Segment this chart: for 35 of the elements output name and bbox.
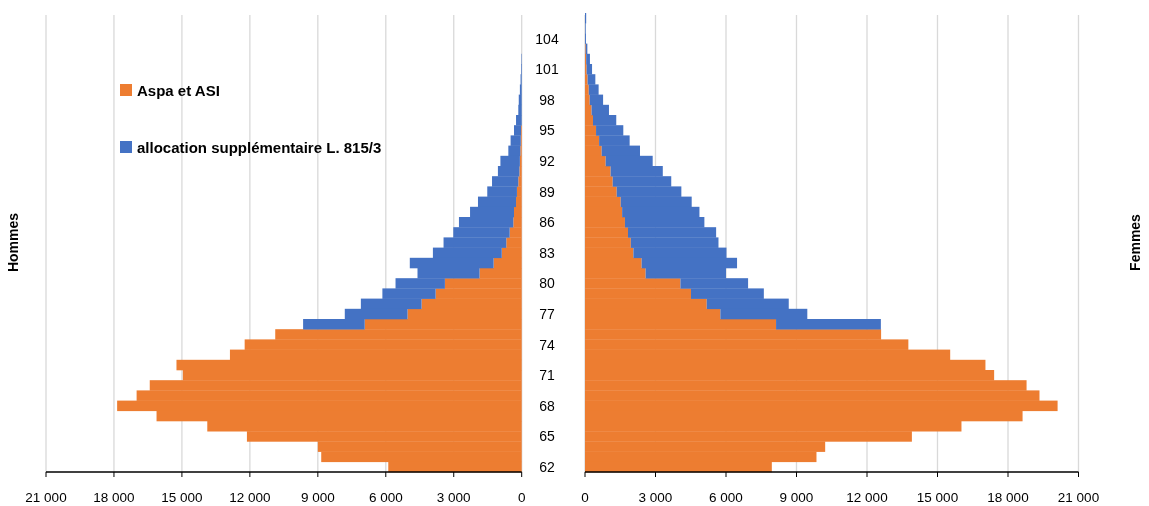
x-tick-label: 18 000: [93, 490, 135, 505]
x-tick-label: 12 000: [846, 490, 888, 505]
x-tick-label: 9 000: [300, 490, 335, 505]
x-tick-label: 15 000: [161, 490, 203, 505]
y-tick-label: 92: [539, 152, 555, 169]
x-tick-label: 21 000: [1057, 490, 1100, 505]
y-tick-label: 101: [535, 61, 559, 78]
x-tick-label: 3 000: [638, 490, 673, 505]
x-tick-label: 15 000: [916, 490, 959, 505]
x-tick-label: 6 000: [709, 490, 743, 505]
x-tick-label: 9 000: [779, 490, 814, 505]
y-tick-label: 77: [539, 305, 555, 322]
y-axis-title: Hommes: [5, 212, 21, 273]
y-tick-label: 104: [535, 30, 559, 47]
x-tick-label: 6 000: [368, 490, 403, 505]
y-tick-label: 71: [539, 367, 555, 384]
y-tick-label: 95: [539, 122, 555, 139]
y-tick-label: 62: [539, 458, 555, 475]
y-tick-label: 83: [539, 244, 555, 261]
y-tick-label: 80: [539, 275, 555, 292]
x-tick-label: 0: [517, 490, 526, 505]
y-tick-label: 74: [539, 336, 555, 353]
y-tick-label: 89: [539, 183, 555, 200]
y-tick-label: 86: [539, 214, 555, 231]
x-tick-label: 12 000: [229, 490, 271, 505]
legend-label: Aspa et ASI: [137, 82, 220, 99]
x-tick-label: 18 000: [987, 490, 1029, 505]
y-axis-title: Femmes: [1127, 213, 1143, 271]
x-tick-label: 21 000: [25, 490, 67, 505]
y-tick-label: 65: [539, 428, 555, 445]
y-tick-label: 68: [539, 397, 555, 414]
y-tick-label: 98: [539, 91, 555, 108]
x-tick-label: 0: [581, 490, 589, 505]
x-tick-label: 3 000: [436, 490, 471, 505]
legend-label: allocation supplémentaire L. 815/3: [137, 139, 382, 156]
